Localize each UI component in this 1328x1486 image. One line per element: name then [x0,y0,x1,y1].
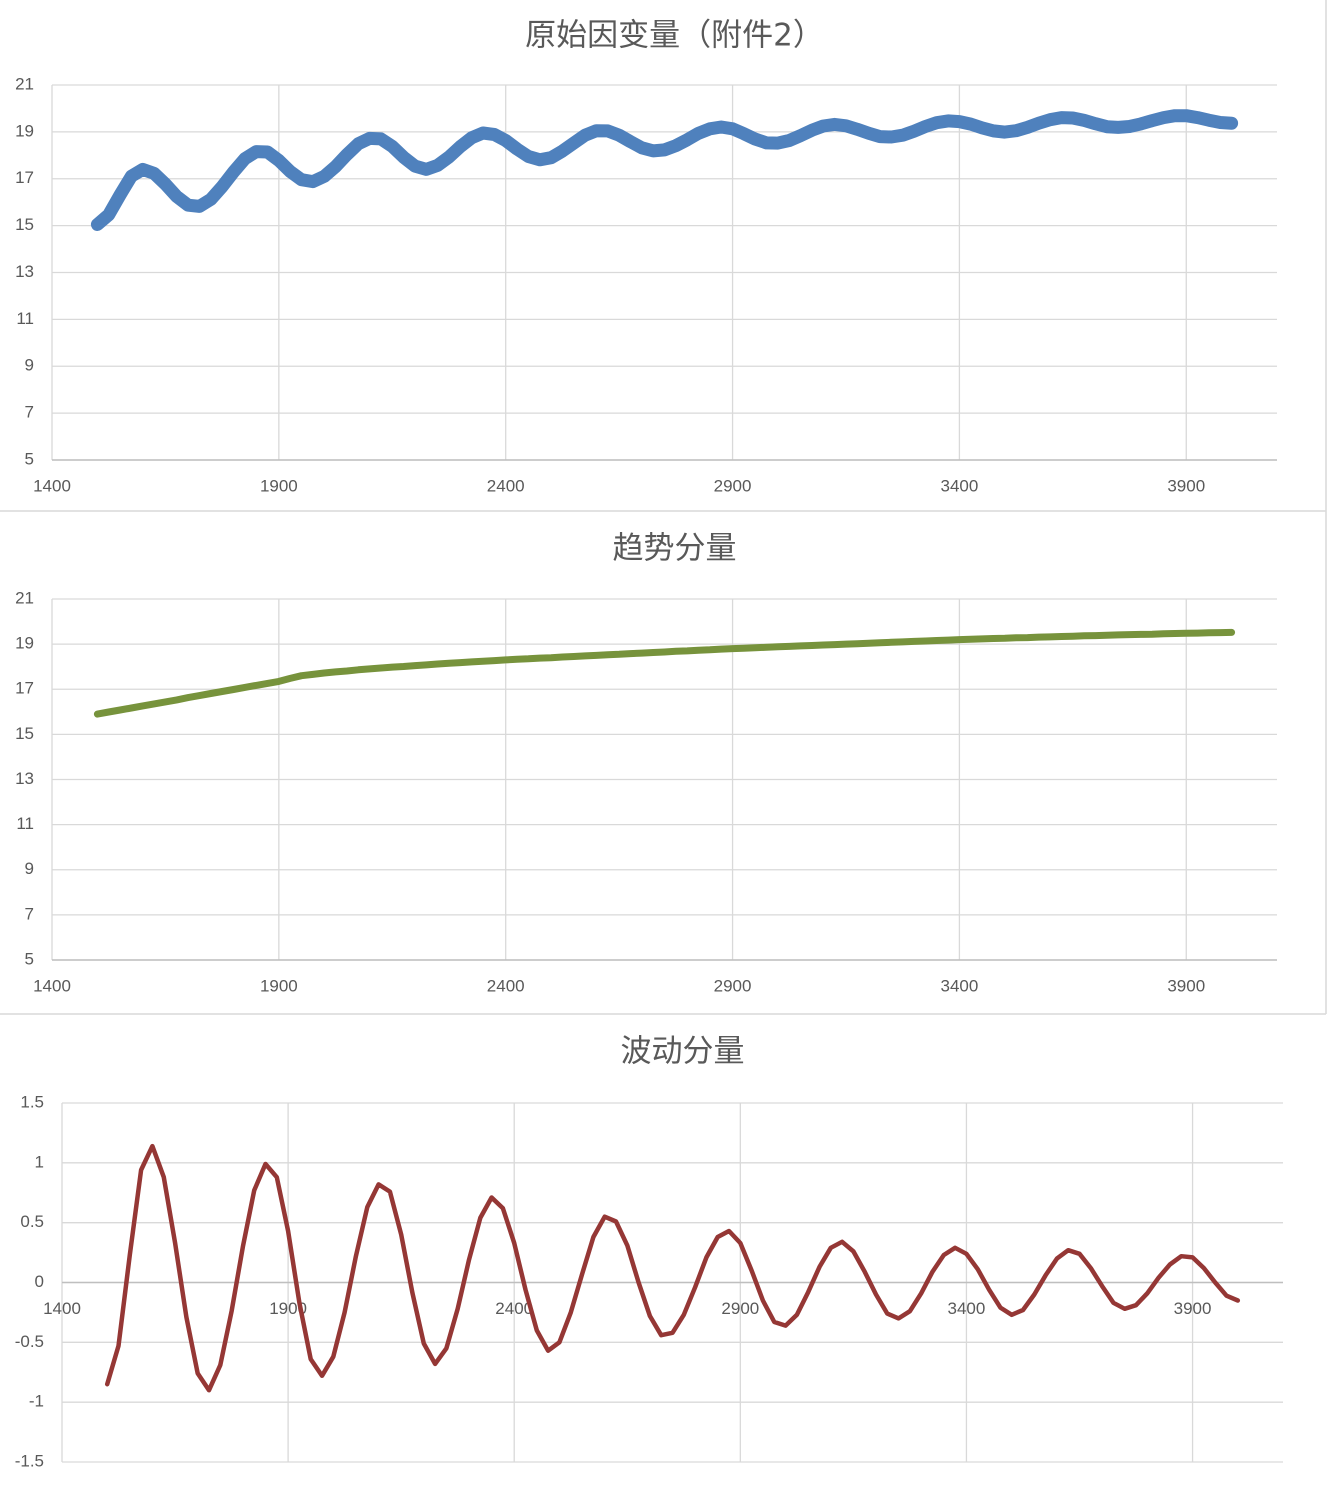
y-tick-label: 7 [25,904,34,923]
x-tick-label: 3900 [1174,1299,1212,1318]
y-tick-label: 21 [15,588,34,607]
y-tick-label: 0.5 [20,1212,44,1231]
y-tick-label: 15 [15,215,34,234]
x-tick-label: 2400 [487,476,525,495]
x-tick-label: 3400 [940,976,978,995]
y-tick-label: 11 [16,814,34,833]
data-line [90,109,1239,231]
x-tick-label: 3900 [1167,476,1205,495]
y-tick-label: 11 [16,309,34,328]
y-tick-label: -1.5 [15,1451,44,1470]
x-tick-label: 2900 [714,476,752,495]
x-tick-label: 2400 [487,976,525,995]
y-tick-label: -0.5 [15,1332,44,1351]
y-tick-label: 1 [35,1152,44,1171]
x-tick-label: 3400 [948,1299,986,1318]
y-tick-label: 17 [15,168,34,187]
y-tick-label: 9 [25,859,34,878]
chart-title: 波动分量 [621,1034,745,1070]
x-tick-label: 1900 [260,976,298,995]
x-tick-label: 2400 [495,1299,533,1318]
y-tick-label: 13 [15,262,34,281]
y-tick-label: 1.5 [20,1092,44,1111]
chart-title: 趋势分量 [613,531,737,567]
y-tick-label: 17 [15,679,34,698]
x-tick-label: 3400 [940,476,978,495]
x-tick-label: 1400 [33,476,71,495]
x-tick-label: 1900 [260,476,298,495]
data-line [104,1143,1241,1393]
x-tick-label: 1400 [33,976,71,995]
x-tick-label: 3900 [1167,976,1205,995]
y-tick-label: 19 [15,634,34,653]
y-tick-label: 5 [25,449,34,468]
y-tick-label: 13 [15,769,34,788]
chart-title: 原始因变量（附件2） [525,18,824,54]
y-tick-label: 9 [25,356,34,375]
y-tick-label: 0 [35,1272,44,1291]
y-tick-label: 5 [25,949,34,968]
y-tick-label: 7 [25,403,34,422]
y-tick-label: 21 [15,74,34,93]
x-tick-label: 2900 [721,1299,759,1318]
x-tick-label: 1400 [43,1299,81,1318]
y-tick-label: 15 [15,724,34,743]
data-line [93,628,1236,718]
y-tick-label: -1 [29,1392,44,1411]
x-tick-label: 2900 [714,976,752,995]
y-tick-label: 19 [15,121,34,140]
